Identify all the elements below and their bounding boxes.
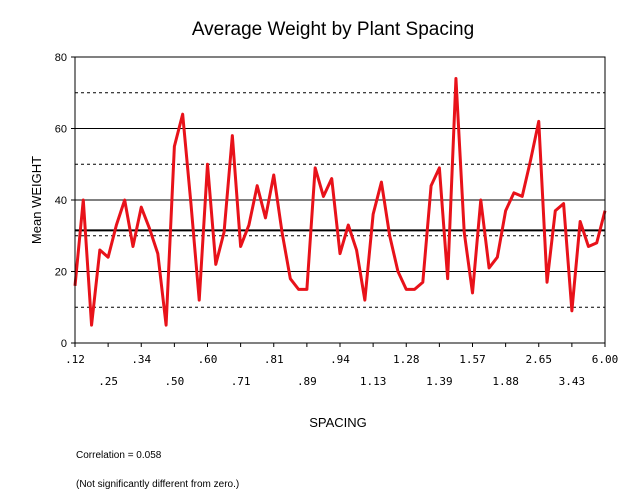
significance-note: (Not significantly different from zero.) — [76, 479, 240, 490]
y-tick-label: 80 — [55, 52, 67, 64]
series-line — [73, 76, 607, 327]
x-tick-label: .89 — [297, 375, 317, 388]
y-axis-label: Mean WEIGHT — [29, 156, 44, 244]
x-tick-label: 6.00 — [592, 353, 619, 366]
y-tick-label: 60 — [55, 124, 67, 136]
x-tick-label: .81 — [264, 353, 284, 366]
x-tick-label: 1.88 — [492, 375, 519, 388]
x-tick-label: .12 — [65, 353, 85, 366]
x-axis-ticks: .12 .25 .34 .50 .60 .71 .81 .89 .94 1.13 1.28 1.39 1… — [65, 343, 618, 388]
x-tick-label: 3.43 — [559, 375, 586, 388]
y-axis-ticks: 0 20 40 60 80 — [55, 52, 75, 350]
series-layer — [73, 76, 607, 327]
x-tick-label: .50 — [164, 375, 184, 388]
y-tick-label: 40 — [55, 195, 67, 207]
y-tick-label: 0 — [61, 338, 67, 350]
x-tick-label: 1.57 — [459, 353, 486, 366]
x-tick-label: 2.65 — [526, 353, 553, 366]
x-tick-label: .34 — [131, 353, 151, 366]
correlation-note: Correlation = 0.058 — [76, 450, 162, 461]
x-tick-label: 1.39 — [426, 375, 453, 388]
x-axis-label: SPACING — [309, 415, 367, 430]
x-tick-label: 1.28 — [393, 353, 420, 366]
x-tick-label: 1.13 — [360, 375, 387, 388]
plot-frame — [74, 56, 606, 344]
x-tick-label: .71 — [231, 375, 251, 388]
x-tick-label: .25 — [98, 375, 118, 388]
y-tick-label: 20 — [55, 267, 67, 279]
x-tick-label: .60 — [198, 353, 218, 366]
x-tick-label: .94 — [330, 353, 350, 366]
grid — [75, 92, 605, 308]
chart-title: Average Weight by Plant Spacing — [192, 19, 474, 40]
